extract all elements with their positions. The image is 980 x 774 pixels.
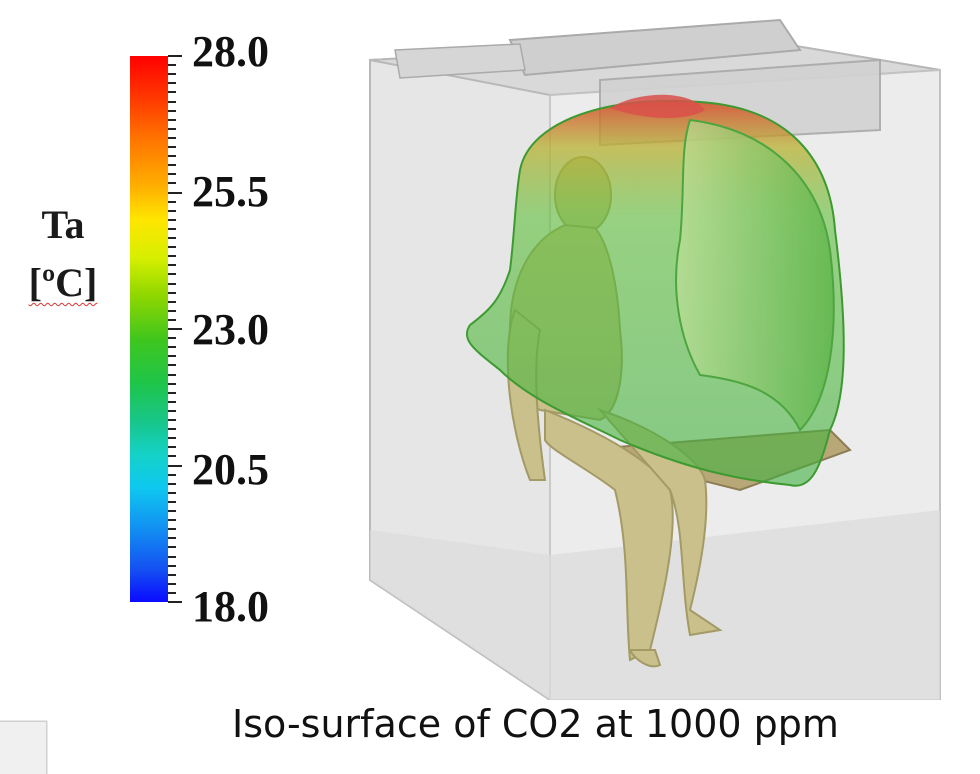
colorbar-ticks — [168, 55, 182, 603]
colorbar-tick — [168, 155, 176, 158]
colorbar-tick — [168, 173, 176, 176]
colorbar-tick — [168, 428, 176, 431]
colorbar-tick — [168, 464, 182, 467]
colorbar-tick — [168, 355, 176, 358]
colorbar-tick — [168, 573, 176, 576]
colorbar-tick — [168, 328, 182, 330]
tick-label-max: 28.0 — [192, 27, 269, 76]
colorbar-tick — [168, 64, 176, 67]
co2-iso-surface — [465, 94, 845, 487]
colorbar-tick — [168, 291, 176, 294]
colorbar-tick — [168, 118, 176, 121]
legend-unit: [ºC] — [28, 260, 98, 305]
colorbar-tick — [168, 382, 176, 385]
colorbar-tick — [168, 318, 176, 321]
corner-bracket — [0, 720, 48, 774]
colorbar-tick — [168, 337, 176, 340]
tick-label-min: 18.0 — [192, 582, 269, 631]
colorbar-tick — [168, 127, 176, 130]
colorbar-tick — [168, 82, 176, 85]
colorbar-tick — [168, 209, 176, 212]
colorbar-tick — [168, 246, 176, 249]
colorbar-tick — [168, 346, 176, 349]
colorbar-tick — [168, 473, 176, 476]
colorbar-tick — [168, 273, 176, 276]
colorbar-tick — [168, 400, 176, 403]
legend-variable: Ta — [41, 202, 85, 247]
colorbar-legend-title: Ta [ºC] — [8, 196, 118, 312]
tick-label-23-0: 23.0 — [192, 305, 269, 354]
tick-label-20-5: 20.5 — [192, 445, 269, 494]
colorbar-tick — [168, 546, 176, 549]
tick-label-25-5: 25.5 — [192, 167, 269, 216]
colorbar-tick — [168, 446, 176, 449]
colorbar-tick — [168, 437, 176, 440]
colorbar-tick — [168, 237, 176, 239]
colorbar-tick — [168, 537, 176, 540]
colorbar-tick — [168, 591, 176, 594]
colorbar-tick — [168, 109, 176, 112]
colorbar-tick — [168, 255, 176, 258]
colorbar-tick — [168, 455, 176, 458]
colorbar-tick — [168, 528, 176, 531]
colorbar-tick — [168, 91, 176, 94]
colorbar-tick — [168, 601, 182, 603]
colorbar-tick — [168, 391, 176, 394]
colorbar-tick — [168, 409, 176, 412]
colorbar-tick — [168, 164, 176, 167]
colorbar-tick — [168, 482, 176, 485]
colorbar — [130, 56, 168, 602]
colorbar-tick — [168, 300, 176, 303]
colorbar-tick — [168, 182, 176, 185]
colorbar-tick — [168, 191, 182, 194]
colorbar-tick — [168, 100, 176, 103]
colorbar-tick — [168, 136, 176, 139]
colorbar-tick — [168, 364, 176, 367]
colorbar-tick — [168, 200, 176, 203]
colorbar-tick — [168, 491, 176, 494]
colorbar-tick — [168, 555, 176, 558]
colorbar-tick — [168, 146, 176, 148]
colorbar-tick — [168, 264, 176, 267]
colorbar-tick — [168, 419, 176, 421]
colorbar-tick — [168, 73, 176, 76]
colorbar-tick — [168, 373, 176, 376]
colorbar-tick — [168, 510, 176, 512]
colorbar-tick — [168, 500, 176, 503]
colorbar-tick — [168, 227, 176, 230]
colorbar-tick — [168, 218, 176, 221]
colorbar-tick — [168, 564, 176, 567]
colorbar-tick — [168, 519, 176, 522]
cfd-scene — [369, 18, 941, 700]
colorbar-tick — [168, 309, 176, 312]
colorbar-tick — [168, 55, 182, 57]
figure-caption: Iso-surface of CO2 at 1000 ppm — [232, 702, 839, 746]
colorbar-tick — [168, 282, 176, 285]
colorbar-tick — [168, 582, 176, 585]
